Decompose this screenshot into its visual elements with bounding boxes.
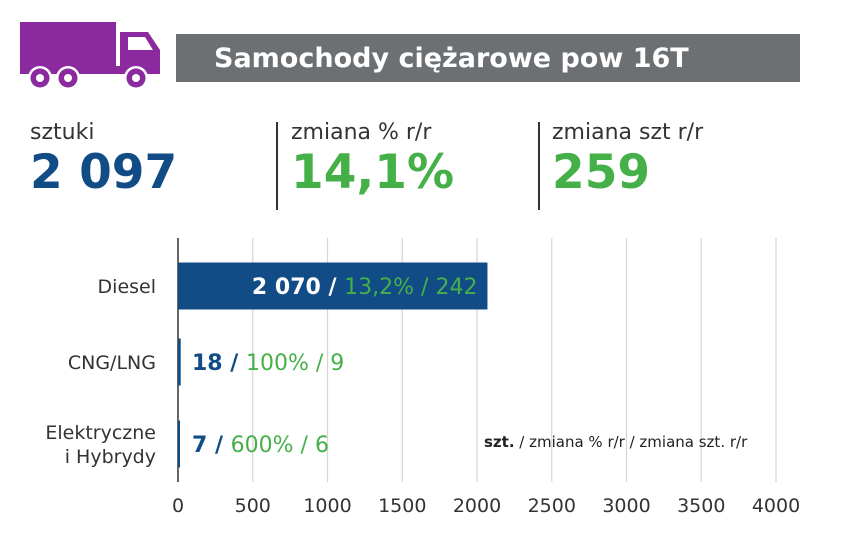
x-tick-label: 1000 xyxy=(303,495,351,517)
page-title-text: Samochody ciężarowe pow 16T xyxy=(214,42,689,74)
bar-label-count: 2 070 / xyxy=(252,275,344,300)
stat-sztuki: sztuki 2 097 xyxy=(30,120,177,196)
stat-label: sztuki xyxy=(30,120,95,145)
stat-value: 14,1% xyxy=(291,145,455,200)
legend-annotation-bold: szt. xyxy=(484,433,515,451)
truck-icon xyxy=(20,22,160,90)
bar xyxy=(178,262,488,310)
category-label-line: Diesel xyxy=(98,276,156,298)
legend-annotation-text: / zmiana % r/r / zmiana szt. r/r xyxy=(515,433,749,451)
category-label: Diesel xyxy=(98,276,156,298)
category-label: CNG/LNG xyxy=(68,352,156,374)
stat-divider xyxy=(538,122,540,210)
stat-value: 259 xyxy=(552,145,651,200)
bar-data-label: 7 / 600% / 6 xyxy=(192,433,329,458)
bar-data-label: 18 / 100% / 9 xyxy=(192,351,344,376)
x-tick-label: 2500 xyxy=(528,495,576,517)
x-tick-label: 2000 xyxy=(453,495,501,517)
truck-cargo-box xyxy=(20,22,116,68)
stat-zmiana-szt: zmiana szt r/r 259 xyxy=(552,120,703,196)
bar xyxy=(178,420,180,468)
bar-label-change: 100% / 9 xyxy=(246,351,344,376)
x-tick-label: 3000 xyxy=(602,495,650,517)
bar-data-label: 2 070 / 13,2% / 242 xyxy=(252,275,478,300)
stat-divider xyxy=(276,122,278,210)
stat-label: zmiana szt r/r xyxy=(552,120,704,145)
stat-zmiana-procent: zmiana % r/r 14,1% xyxy=(291,120,454,196)
truck-wheel-hub xyxy=(64,74,72,82)
truck-wheel-hub xyxy=(36,74,44,82)
bar-label-count: 7 / xyxy=(192,433,231,458)
category-label-line: i Hybrydy xyxy=(65,446,156,468)
x-tick-label: 1500 xyxy=(378,495,426,517)
x-tick-label: 3500 xyxy=(677,495,725,517)
stat-value: 2 097 xyxy=(30,145,178,200)
category-label: Elektryczne i Hybrydy xyxy=(45,422,156,468)
category-label-line: CNG/LNG xyxy=(68,352,156,374)
legend-annotation: szt. / zmiana % r/r / zmiana szt. r/r xyxy=(484,433,748,451)
category-label-line: Elektryczne xyxy=(45,422,156,444)
bar-label-count: 18 / xyxy=(192,351,246,376)
bar-label-change: 600% / 6 xyxy=(231,433,329,458)
x-tick-label: 0 xyxy=(172,495,184,517)
truck-wheel-hub xyxy=(132,74,140,82)
truck-window xyxy=(128,37,153,50)
x-tick-label: 4000 xyxy=(752,495,800,517)
truck-chassis xyxy=(20,66,160,74)
bar-label-change: 13,2% / 242 xyxy=(344,275,477,300)
x-tick-label: 500 xyxy=(235,495,271,517)
page-title: Samochody ciężarowe pow 16T xyxy=(176,34,800,82)
bar xyxy=(178,338,181,386)
stat-label: zmiana % r/r xyxy=(291,120,432,145)
